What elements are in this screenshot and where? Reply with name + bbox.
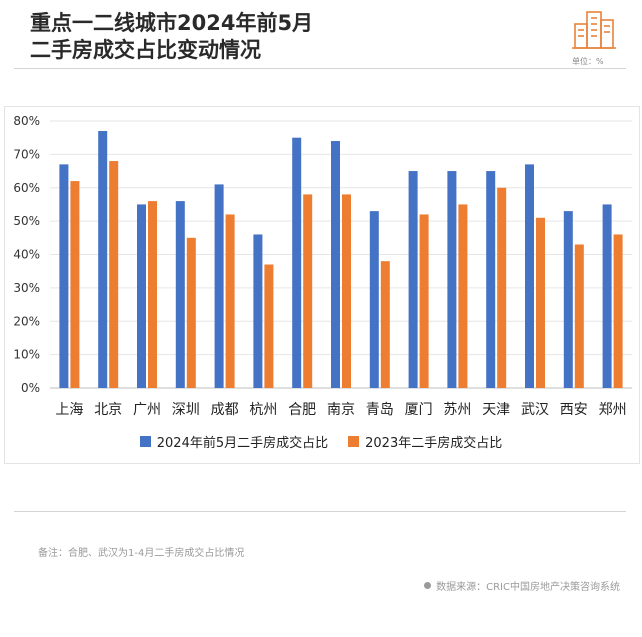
bar-2024 [98,131,108,388]
bullet-dot-icon [424,582,432,589]
x-tick-label: 天津 [482,402,510,418]
y-tick-label: 30% [13,281,40,295]
x-tick-label: 南京 [327,402,355,418]
x-tick-label: 杭州 [249,402,277,418]
data-source-text: 数据来源：CRIC中国房地产决策咨询系统 [436,582,620,593]
x-tick-label: 成都 [211,402,239,418]
bar-2023 [109,161,119,388]
y-tick-label: 50% [13,214,40,228]
x-tick-label: 上海 [55,402,83,418]
bar-2023 [225,214,235,388]
bar-2024 [137,204,146,388]
bar-2024 [486,171,496,388]
bar-2023 [574,244,584,388]
bar-2024 [253,234,263,388]
bar-2024 [59,164,69,388]
bar-2023 [264,264,274,388]
y-tick-label: 80% [13,114,40,128]
footer-divider [14,511,626,512]
y-tick-label: 0% [21,381,40,395]
bar-2024 [292,137,302,388]
header-divider [14,68,626,69]
y-tick-label: 40% [13,248,40,262]
x-tick-label: 广州 [133,402,161,418]
bar-2023 [303,194,313,388]
city-buildings-icon [572,11,616,49]
bar-2023 [613,234,623,388]
bar-chart: 0% 10% 20% 30% 40% 50% 60% 70% 80% 上海 北京 广州 深圳 成都 杭州合… [13,114,632,418]
bar-2024 [525,164,534,388]
bar-2024 [563,211,573,388]
x-tick-label: 郑州 [599,402,627,418]
title-line-1: 重点一二线城市2024年前5月 [30,11,314,35]
bar-2023 [342,194,351,388]
x-tick-label: 青岛 [366,402,394,418]
chart-title: 重点一二线城市2024年前5月 二手房成交占比变动情况 [30,10,313,64]
legend-label-2023: 2023年二手房成交占比 [365,436,503,451]
chart-legend: 2024年前5月二手房成交占比 2023年二手房成交占比 [0,432,642,451]
bar-2023 [186,237,196,388]
x-tick-label: 深圳 [172,402,200,418]
x-tick-label: 厦门 [405,402,433,418]
bar-2023 [380,261,390,388]
bar-2024 [175,201,185,388]
bar-2024 [447,171,457,388]
bar-2024 [214,184,224,388]
x-tick-label: 苏州 [443,402,471,418]
y-tick-label: 10% [13,348,40,362]
y-tick-label: 60% [13,181,40,195]
bar-2024 [408,171,418,388]
legend-swatch-2024 [139,436,151,447]
x-tick-label: 武汉 [521,402,549,418]
bar-2023 [148,201,157,388]
data-source: 数据来源：CRIC中国房地产决策咨询系统 [424,578,620,593]
x-tick-label: 西安 [560,402,588,418]
bar-2023 [70,181,80,388]
y-tick-label: 70% [13,147,40,161]
legend-swatch-2023 [348,436,360,447]
y-tick-label: 20% [13,314,40,328]
bar-2023 [497,187,507,388]
x-tick-label: 合肥 [288,402,316,418]
unit-label: 单位：% [572,57,604,66]
legend-item-2024: 2024年前5月二手房成交占比 [139,432,329,451]
bar-2023 [419,214,429,388]
title-line-2: 二手房成交占比变动情况 [30,38,261,62]
bar-2023 [458,204,468,388]
legend-label-2024: 2024年前5月二手房成交占比 [156,436,329,451]
x-tick-label: 北京 [94,402,122,418]
bar-2023 [536,217,545,388]
bar-2024 [602,204,612,388]
bar-2024 [369,211,379,388]
legend-item-2023: 2023年二手房成交占比 [348,432,502,451]
bar-2024 [331,141,340,388]
footnote: 备注：合肥、武汉为1-4月二手房成交占比情况 [38,548,245,559]
